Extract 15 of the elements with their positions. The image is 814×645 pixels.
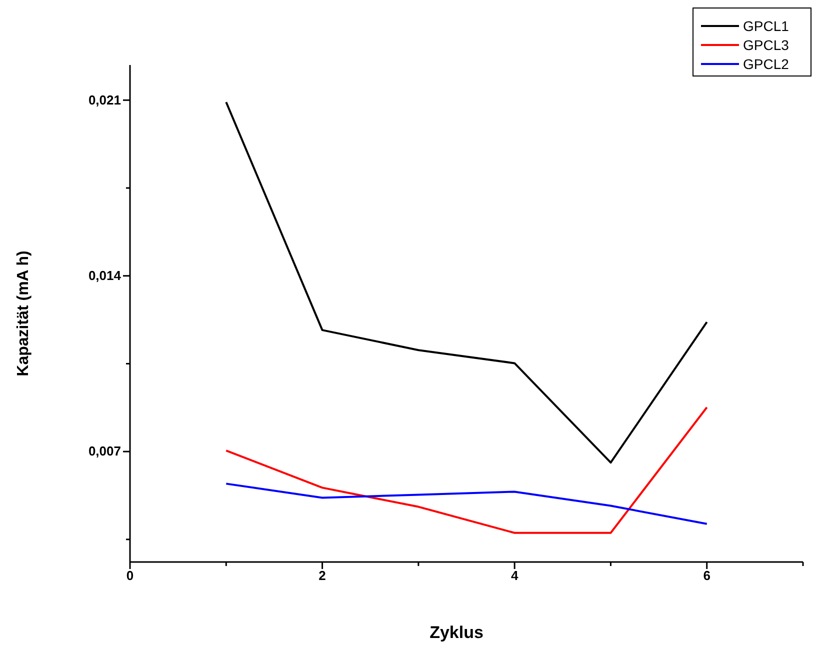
legend-label: GPCL3	[743, 37, 790, 53]
x-tick-label: 0	[126, 568, 134, 584]
x-tick-label: 4	[510, 568, 519, 584]
line-series	[225, 482, 708, 525]
x-tick-label: 6	[703, 568, 710, 584]
line-series	[225, 101, 708, 464]
y-tick-label: 0,014	[88, 268, 122, 284]
x-tick-label: 2	[318, 568, 326, 584]
legend-label: GPCL2	[743, 56, 790, 72]
y-tick-label: 0,021	[88, 92, 121, 108]
line-series	[225, 406, 708, 534]
legend-label: GPCL1	[743, 18, 790, 34]
x-axis-title: Zyklus	[430, 623, 484, 642]
y-tick-label: 0,007	[88, 444, 121, 459]
y-axis-title: Kapazität (mA h)	[15, 250, 32, 376]
